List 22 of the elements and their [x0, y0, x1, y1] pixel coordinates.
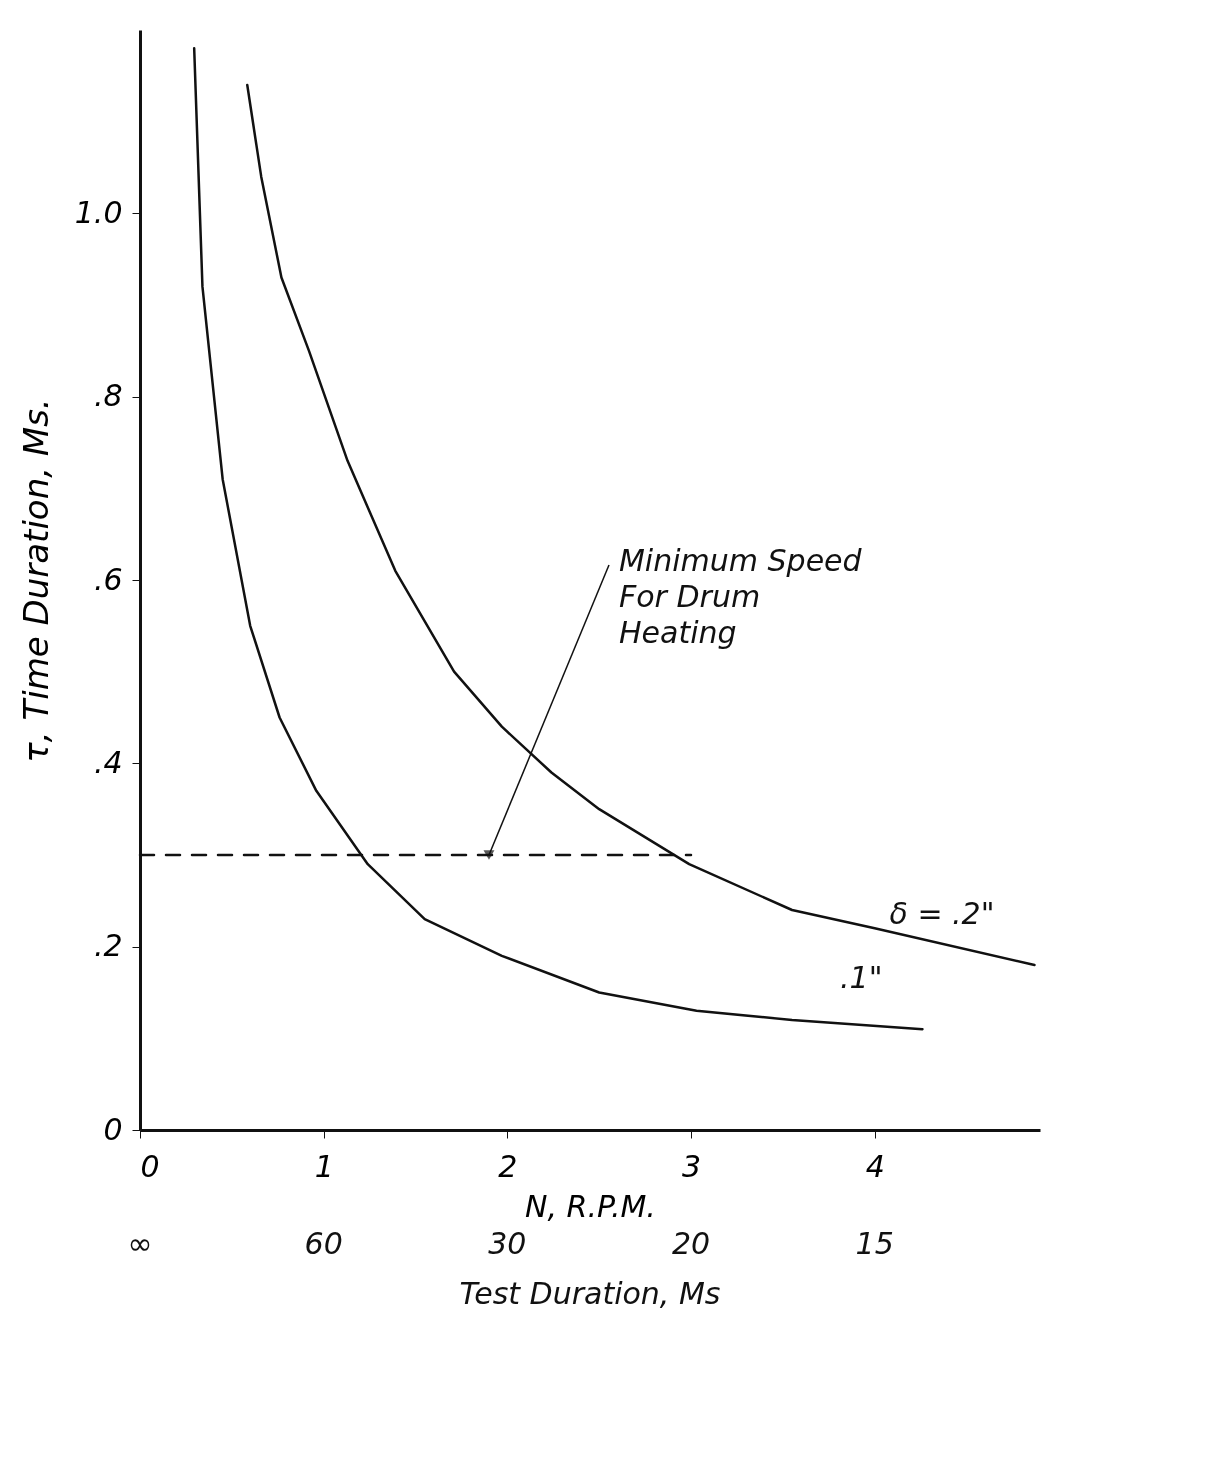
y-tick-label: 0	[103, 1111, 123, 1147]
x-tick-label: 0	[140, 1148, 160, 1184]
y-tick-label: .2	[93, 928, 123, 964]
text: 20	[671, 1226, 711, 1261]
x-tick-label: 1	[314, 1148, 334, 1184]
y-tick-label: .4	[93, 744, 123, 780]
text: 15	[855, 1226, 894, 1261]
text: ∞	[127, 1226, 153, 1261]
y-tick-label: 1.0	[74, 194, 123, 230]
y-axis-title: τ, Time Duration, Ms.	[15, 398, 56, 763]
x-axis-title: N, R.P.M.	[525, 1188, 656, 1224]
text: Test Duration, Ms	[459, 1276, 721, 1311]
y-tick-label: .8	[93, 378, 123, 414]
x-tick-label: 4	[865, 1148, 885, 1184]
text: 60	[304, 1226, 343, 1261]
series-label: .1"	[840, 960, 883, 996]
x-tick-label: 2	[498, 1148, 518, 1184]
annotation: Minimum Speed For Drum Heating	[618, 543, 863, 650]
y-tick-label: .6	[93, 561, 123, 597]
series-label: δ = .2"	[889, 896, 995, 931]
text: 30	[488, 1226, 527, 1261]
x-tick-label: 3	[681, 1148, 702, 1184]
